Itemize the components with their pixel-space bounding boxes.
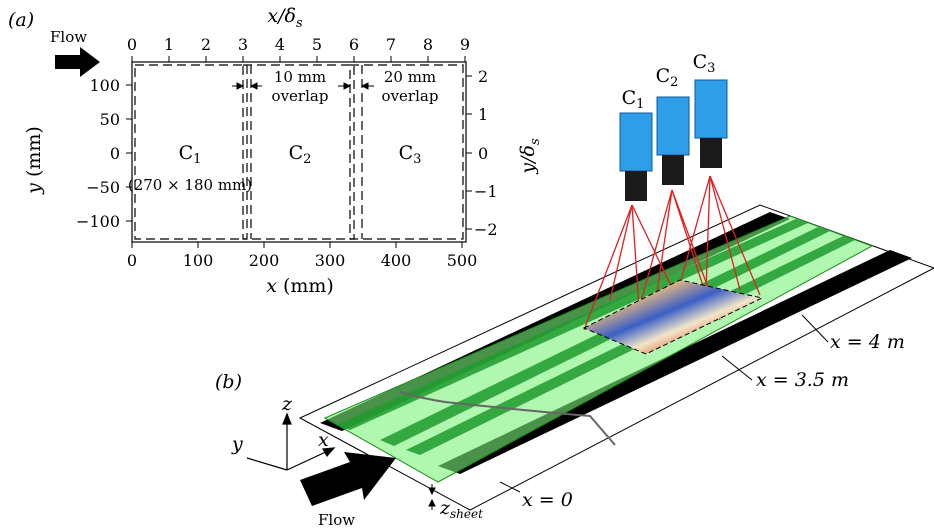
top-axis-ticks: 0 1 2 3 4 5 6 7 8 9 [127, 35, 470, 62]
overlap2-word: overlap [382, 87, 439, 105]
cam-label-a-c1: C1 [179, 142, 202, 167]
bottom-tick-label: 500 [447, 251, 478, 270]
right-tick-label: −1 [474, 182, 498, 201]
flow-label-a: Flow [50, 28, 87, 46]
label-x-0: x = 0 [522, 489, 573, 511]
axis-y-label: y [231, 433, 243, 455]
top-tick-label: 7 [386, 35, 396, 54]
overlap2-value: 20 mm [384, 68, 436, 86]
overlap1-word: overlap [272, 87, 329, 105]
left-axis-ticks: 100 50 0 −50 −100 [76, 76, 132, 231]
bottom-tick-label: 0 [127, 251, 137, 270]
bottom-tick-label: 200 [249, 251, 280, 270]
label-x-3-5m: x = 3.5 m [756, 369, 849, 391]
panel-a: (a) Flow x/δs 0 1 2 3 4 5 6 7 [8, 5, 543, 297]
top-tick-label: 1 [164, 35, 174, 54]
zsheet-indicator [429, 484, 435, 510]
right-axis-ticks: 2 1 0 −1 −2 [466, 67, 498, 239]
right-tick-label: 0 [478, 144, 488, 163]
left-tick-label: 0 [110, 144, 120, 163]
left-tick-label: 50 [100, 110, 120, 129]
right-tick-label: −2 [474, 220, 498, 239]
top-tick-label: 5 [312, 35, 322, 54]
overlap1-value: 10 mm [274, 68, 326, 86]
top-tick-label: 4 [275, 35, 285, 54]
left-tick-label: −100 [76, 212, 120, 231]
cam-label-b-c3: C3 [693, 51, 716, 76]
bottom-axis-ticks: 0 100 200 300 400 500 [127, 242, 477, 270]
cam-label-a-c2: C2 [289, 142, 312, 167]
fov-size-note: (270 × 180 mm) [128, 176, 252, 194]
bottom-tick-label: 300 [315, 251, 346, 270]
label-x-4m: x = 4 m [830, 331, 905, 353]
bottom-tick-label: 400 [381, 251, 412, 270]
right-tick-label: 1 [478, 105, 488, 124]
right-tick-label: 2 [478, 67, 488, 86]
top-axis-label: x/δs [267, 5, 303, 31]
camera-c2 [657, 97, 689, 185]
cam-label-b-c1: C1 [622, 87, 645, 112]
flow-arrow-a: Flow [50, 28, 100, 77]
top-tick-label: 6 [349, 35, 359, 54]
bottom-axis-label: x (mm) [266, 275, 334, 297]
flow-arrow-b: Flow [300, 452, 396, 528]
camera-c3 [695, 80, 727, 168]
right-axis-label: y/δs [517, 138, 543, 175]
top-tick-label: 9 [460, 35, 470, 54]
bottom-tick-label: 100 [183, 251, 214, 270]
cam-label-b-c2: C2 [656, 65, 679, 90]
axis-x-label: x [318, 429, 329, 451]
camera-c1 [620, 113, 652, 201]
panel-b-label: (b) [215, 371, 242, 393]
panel-a-label: (a) [8, 9, 34, 31]
top-tick-label: 2 [201, 35, 211, 54]
left-tick-label: 100 [89, 76, 120, 95]
top-tick-label: 8 [423, 35, 433, 54]
axis-z-label: z [281, 393, 293, 415]
flow-label-b: Flow [318, 511, 355, 528]
left-tick-label: −50 [86, 178, 120, 197]
top-tick-label: 0 [127, 35, 137, 54]
top-tick-label: 3 [238, 35, 248, 54]
left-axis-label: y (mm) [23, 126, 45, 195]
cam-label-a-c3: C3 [399, 142, 422, 167]
